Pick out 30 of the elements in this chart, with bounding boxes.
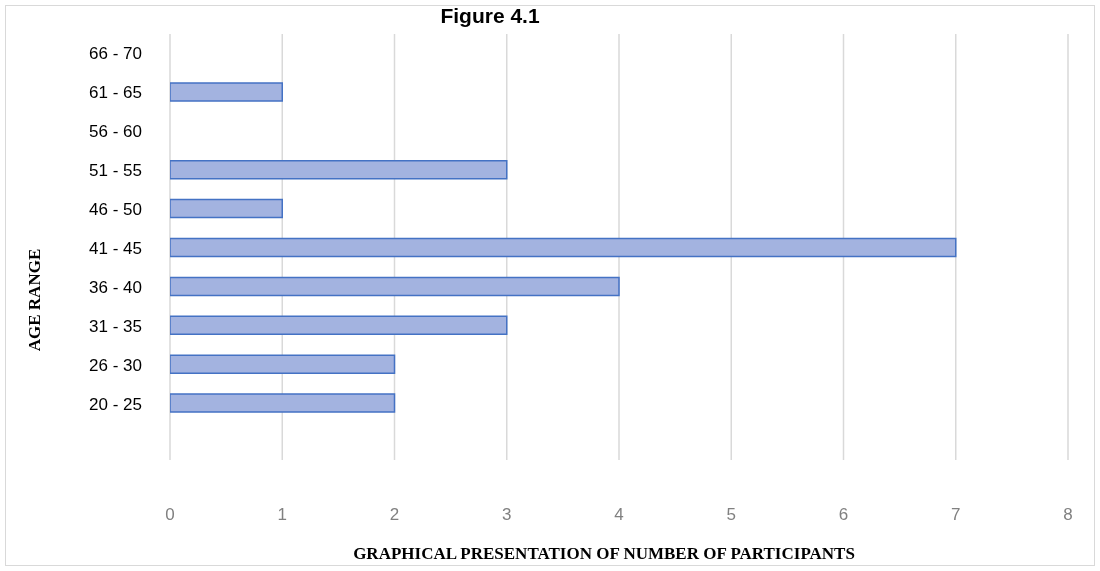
chart-title: Figure 4.1 [439,4,541,28]
y-tick-label: 56 - 60 [89,122,142,142]
x-tick-label: 3 [502,505,512,524]
y-tick-label: 46 - 50 [89,200,142,220]
y-tick-label: 41 - 45 [89,238,142,258]
x-tick-label: 2 [389,505,400,524]
bar [170,198,283,219]
x-tick-label: 7 [951,505,961,524]
x-tick-label: 1 [277,505,287,524]
bar [170,237,957,258]
y-tick-label: 36 - 40 [89,277,142,297]
y-tick-label: 61 - 65 [89,83,142,103]
y-axis-title: AGE RANGE [25,248,45,352]
bar [170,276,620,297]
x-axis-title: GRAPHICAL PRESENTATION OF NUMBER OF PARTICIPANTS [352,544,856,564]
bar [170,159,508,180]
bar [170,354,396,374]
x-tick-label: 0 [165,505,175,524]
x-tick-label: 4 [614,505,624,524]
y-tick-label: 26 - 30 [89,355,142,375]
y-tick-label: 66 - 70 [89,44,142,64]
bar [170,315,508,336]
y-tick-label: 51 - 55 [89,161,142,181]
y-tick-label: 31 - 35 [89,316,142,336]
y-tick-label: 20 - 25 [89,394,142,414]
bar [170,82,283,102]
x-tick-label: 5 [726,505,736,524]
x-tick-label: 8 [1063,505,1073,524]
bar [170,393,396,413]
x-tick-label: 6 [838,505,849,524]
